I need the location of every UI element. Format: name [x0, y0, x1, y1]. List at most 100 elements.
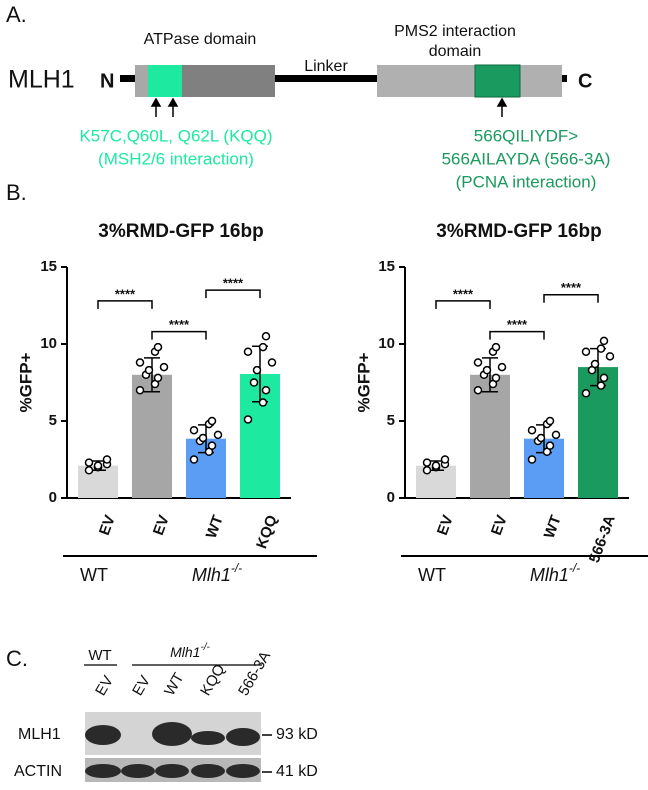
group-label-text: Mlh1 [170, 644, 200, 660]
y-tick-label: 5 [387, 412, 395, 429]
data-point [258, 342, 268, 352]
panel-label: A. [6, 2, 27, 27]
data-point [581, 347, 591, 356]
y-tick-label: 0 [49, 489, 57, 506]
y-tick-label: 10 [40, 335, 57, 352]
data-point [545, 441, 555, 450]
panel-label: B. [6, 180, 27, 205]
lane-label: EV [129, 673, 154, 699]
data-point [605, 352, 615, 361]
group-label-text: Mlh1 [192, 565, 231, 585]
data-point [491, 342, 501, 352]
mutation-note: 566AILAYDA (566-3A) [442, 149, 611, 168]
data-point [596, 381, 606, 390]
mutation-note: (MSH2/6 interaction) [98, 149, 254, 168]
data-point [189, 455, 199, 464]
lane-label: 566-3A [235, 648, 274, 698]
data-point [440, 455, 450, 464]
size-label: 93 kD [276, 726, 318, 743]
significance-bracket [97, 300, 153, 309]
significance-label: **** [453, 286, 474, 301]
data-point [135, 385, 145, 395]
data-point [102, 455, 112, 464]
backbone [120, 75, 567, 82]
data-point [551, 430, 561, 440]
data-point [144, 365, 154, 375]
data-point [261, 385, 271, 395]
x-tick-label: KQQ [253, 513, 281, 551]
bar [470, 374, 510, 498]
bands [85, 722, 260, 778]
data-point [243, 415, 253, 424]
y-tick-label: 5 [49, 412, 57, 429]
data-point [243, 347, 253, 356]
data-point [153, 373, 163, 383]
pms2-domain [377, 65, 562, 97]
y-tick-label: 15 [378, 258, 395, 275]
data-point [261, 332, 271, 341]
significance-bracket [489, 330, 545, 340]
y-axis-label: %GFP+ [354, 352, 373, 412]
group-label-text: WT [80, 565, 108, 585]
group-label: Mlh1-/- [530, 561, 580, 585]
significance-label: **** [507, 317, 528, 332]
data-point [497, 362, 507, 372]
chart-title: 3%RMD-GFP 16bp [436, 221, 601, 242]
group-label: Mlh1-/- [192, 561, 242, 585]
x-tick-label: EV [488, 513, 511, 538]
y-tick-label: 15 [40, 258, 57, 275]
data-point [422, 458, 432, 467]
data-point [198, 433, 208, 443]
bar [578, 367, 618, 498]
data-point [599, 336, 609, 346]
y-tick-label: 0 [387, 489, 395, 506]
lane-label: EV [92, 673, 117, 699]
data-point [536, 433, 546, 443]
group-label: Mlh1-/- [170, 642, 210, 660]
terminus: C [578, 70, 592, 92]
significance-label: **** [169, 317, 190, 332]
group-label-sup: -/- [231, 561, 242, 575]
mutation-note: 566QILIYDF> [474, 126, 578, 145]
domain-label: ATPase domain [144, 31, 257, 48]
data-point [581, 389, 591, 398]
mutation-note: (PCNA interaction) [456, 172, 597, 191]
x-tick-label: EV [150, 513, 173, 538]
data-point [482, 365, 492, 375]
significance-label: **** [223, 276, 244, 291]
data-point [267, 358, 277, 367]
row-label: ACTIN [14, 763, 62, 780]
data-point [252, 365, 262, 375]
566-region [474, 64, 521, 98]
data-point [249, 378, 259, 387]
significance-bracket [205, 289, 261, 299]
data-point [93, 461, 103, 470]
size-label: 41 kD [276, 763, 318, 780]
chart-title: 3%RMD-GFP 16bp [98, 221, 263, 242]
significance-bracket [435, 300, 491, 309]
data-point [258, 398, 268, 407]
data-point [84, 458, 94, 467]
data-point [473, 358, 483, 367]
significance-bracket [543, 293, 599, 303]
domain-label: domain [429, 43, 481, 60]
group-label: WT [418, 565, 446, 585]
data-point [599, 373, 609, 383]
group-label-text: WT [418, 565, 446, 585]
data-point [207, 441, 217, 450]
data-point [527, 455, 537, 464]
significance-label: **** [561, 280, 582, 295]
y-axis-label: %GFP+ [16, 352, 35, 412]
data-point [590, 359, 600, 369]
data-point [491, 373, 501, 383]
data-point [431, 461, 441, 470]
significance-label: **** [115, 286, 136, 301]
group-label: WT [88, 647, 111, 664]
linker-label: Linker [304, 58, 348, 75]
atpase-domain [135, 65, 148, 97]
data-point [84, 466, 94, 475]
group-label-text: Mlh1 [530, 565, 569, 585]
x-tick-label: WT [541, 513, 565, 541]
